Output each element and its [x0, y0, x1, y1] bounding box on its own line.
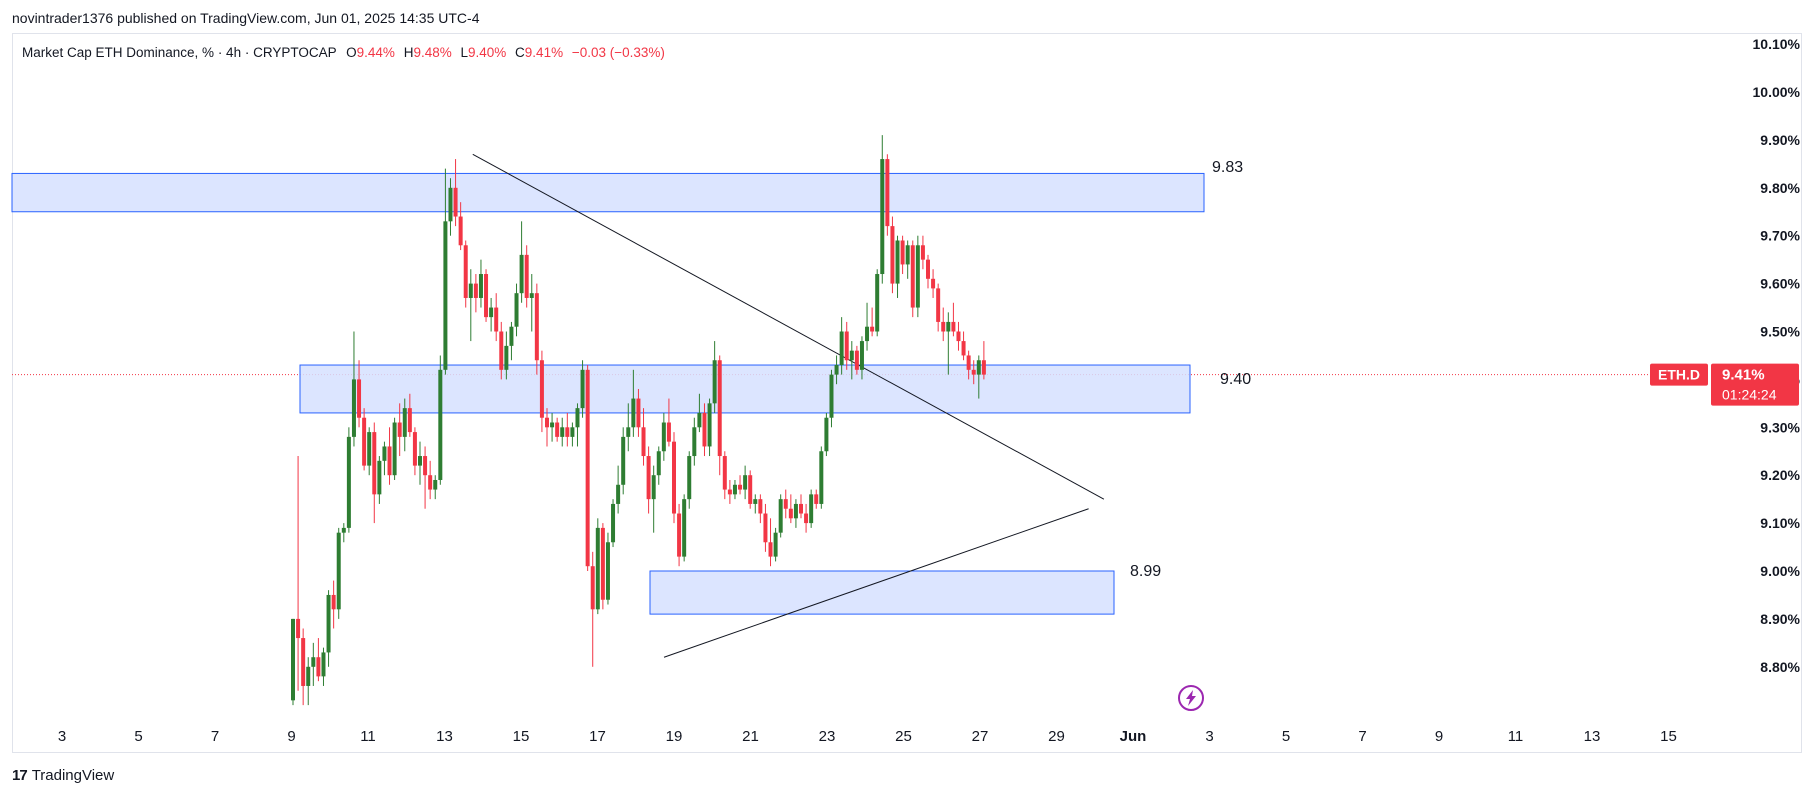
legend-symbol: Market Cap ETH Dominance, % · 4h · CRYPT… — [22, 45, 337, 60]
published-caption: novintrader1376 published on TradingView… — [12, 10, 480, 26]
legend-low-label: L — [460, 45, 468, 60]
symbol-legend: Market Cap ETH Dominance, % · 4h · CRYPT… — [22, 45, 665, 60]
legend-open-label: O — [346, 45, 357, 60]
brand-name: TradingView — [31, 767, 115, 784]
tradingview-logo-icon: 17 — [12, 767, 28, 784]
legend-low-value: 9.40% — [468, 45, 507, 60]
legend-close-label: C — [515, 45, 525, 60]
legend-close-value: 9.41% — [524, 45, 564, 60]
legend-change: −0.03 (−0.33%) — [571, 45, 665, 60]
legend-high-value: 9.48% — [413, 45, 452, 60]
chart-frame — [12, 33, 1802, 753]
legend-open-value: 9.44% — [356, 45, 395, 60]
legend-high-label: H — [403, 45, 414, 60]
tradingview-brand[interactable]: 17 TradingView — [12, 767, 114, 784]
